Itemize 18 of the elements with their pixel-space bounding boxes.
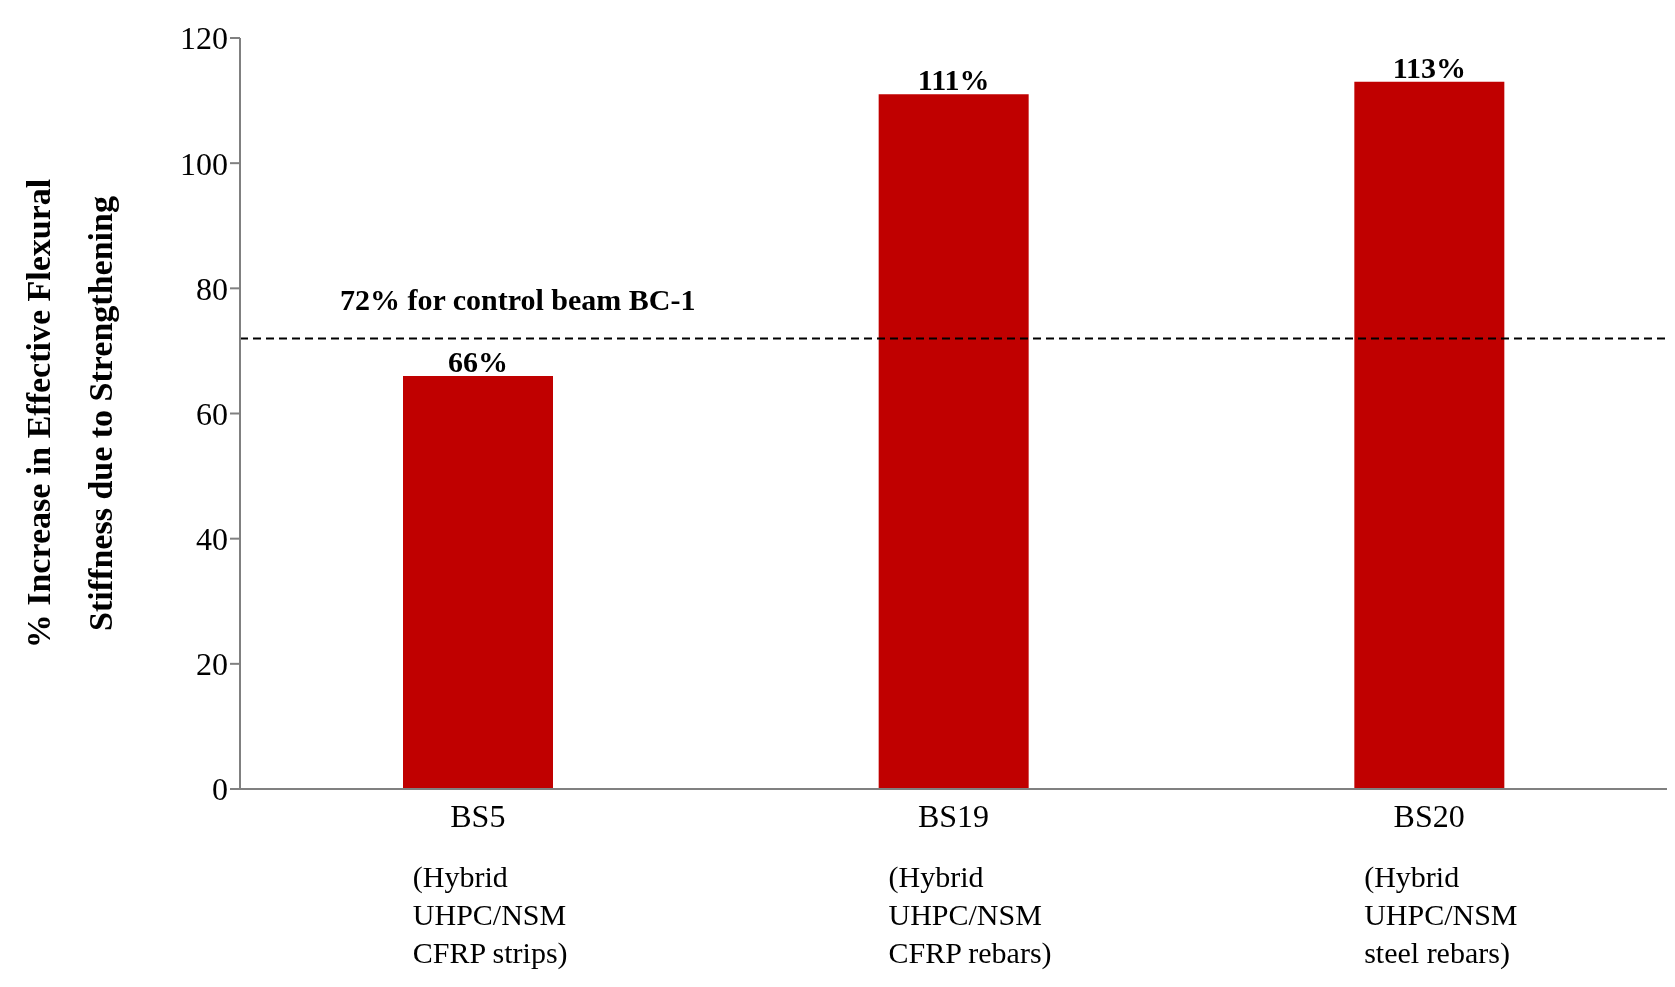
y-tick-label: 40 — [196, 521, 228, 558]
x-tick-label: BS19 (Hybrid UHPC/NSM CFRP rebars) — [888, 798, 1052, 970]
y-axis-title: % Increase in Effective Flexural Stiffness due to Strengthening — [19, 178, 119, 649]
y-tick-label: 80 — [196, 270, 228, 307]
y-tick-label: 20 — [196, 646, 228, 683]
bar — [878, 94, 1029, 789]
data-label: 113% — [1392, 50, 1467, 84]
ref-line-label: 72% for control beam BC-1 — [340, 283, 696, 317]
bar — [403, 375, 553, 789]
x-tick-label: BS20 (Hybrid UHPC/NSM steel rebars) — [1364, 798, 1518, 970]
bar — [1354, 81, 1505, 789]
data-label: 66% — [448, 344, 508, 378]
x-tick-label: BS5 (Hybrid UHPC/NSM CFRP strips) — [412, 798, 568, 970]
y-tick-label: 0 — [212, 771, 228, 808]
data-label: 111% — [917, 63, 990, 97]
y-tick-label: 60 — [196, 395, 228, 432]
y-tick-label: 100 — [180, 145, 228, 182]
y-tick-label: 120 — [180, 20, 228, 57]
